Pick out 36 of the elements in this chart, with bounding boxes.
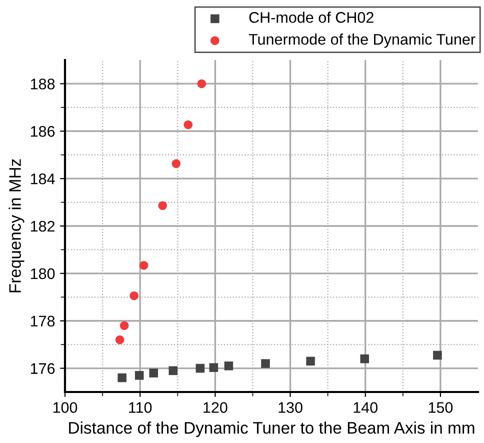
y-tick-label: 182 [30, 220, 55, 232]
y-tick-label: 188 [30, 78, 55, 90]
point [134, 371, 144, 380]
point [130, 291, 138, 300]
point [149, 368, 158, 378]
x-tick-label: 140 [354, 402, 378, 413]
point [158, 201, 168, 210]
legend-label: Tunermode of the Dynamic Tuner [248, 34, 476, 48]
point [118, 373, 126, 382]
y-tick-label: 180 [30, 268, 55, 280]
point [120, 321, 129, 330]
x-axis-title: Distance of the Dynamic Tuner to the Beam Axis in mm [69, 422, 474, 438]
point [306, 356, 315, 366]
point [196, 364, 205, 373]
legend-label: CH-mode of CH02 [249, 12, 374, 23]
y-tick-label: 176 [30, 363, 55, 374]
point [224, 362, 234, 370]
point [184, 120, 193, 130]
y-tick-label: 186 [30, 126, 55, 137]
x-tick-label: 100 [53, 402, 78, 413]
point [360, 354, 370, 364]
point [197, 79, 206, 88]
point [209, 363, 218, 372]
x-tick-label: 150 [428, 402, 453, 413]
x-tick-label: 120 [204, 402, 228, 413]
x-tick-label: 110 [129, 402, 152, 413]
point [261, 359, 270, 368]
point [139, 260, 148, 270]
x-tick-label: 130 [278, 402, 302, 413]
point [115, 335, 124, 344]
point [168, 366, 178, 376]
y-tick-label: 178 [30, 316, 55, 327]
y-tick-label: 184 [30, 173, 55, 184]
point [433, 350, 442, 360]
y-axis-title: Frequency in MHz [8, 159, 24, 292]
point [172, 159, 181, 168]
